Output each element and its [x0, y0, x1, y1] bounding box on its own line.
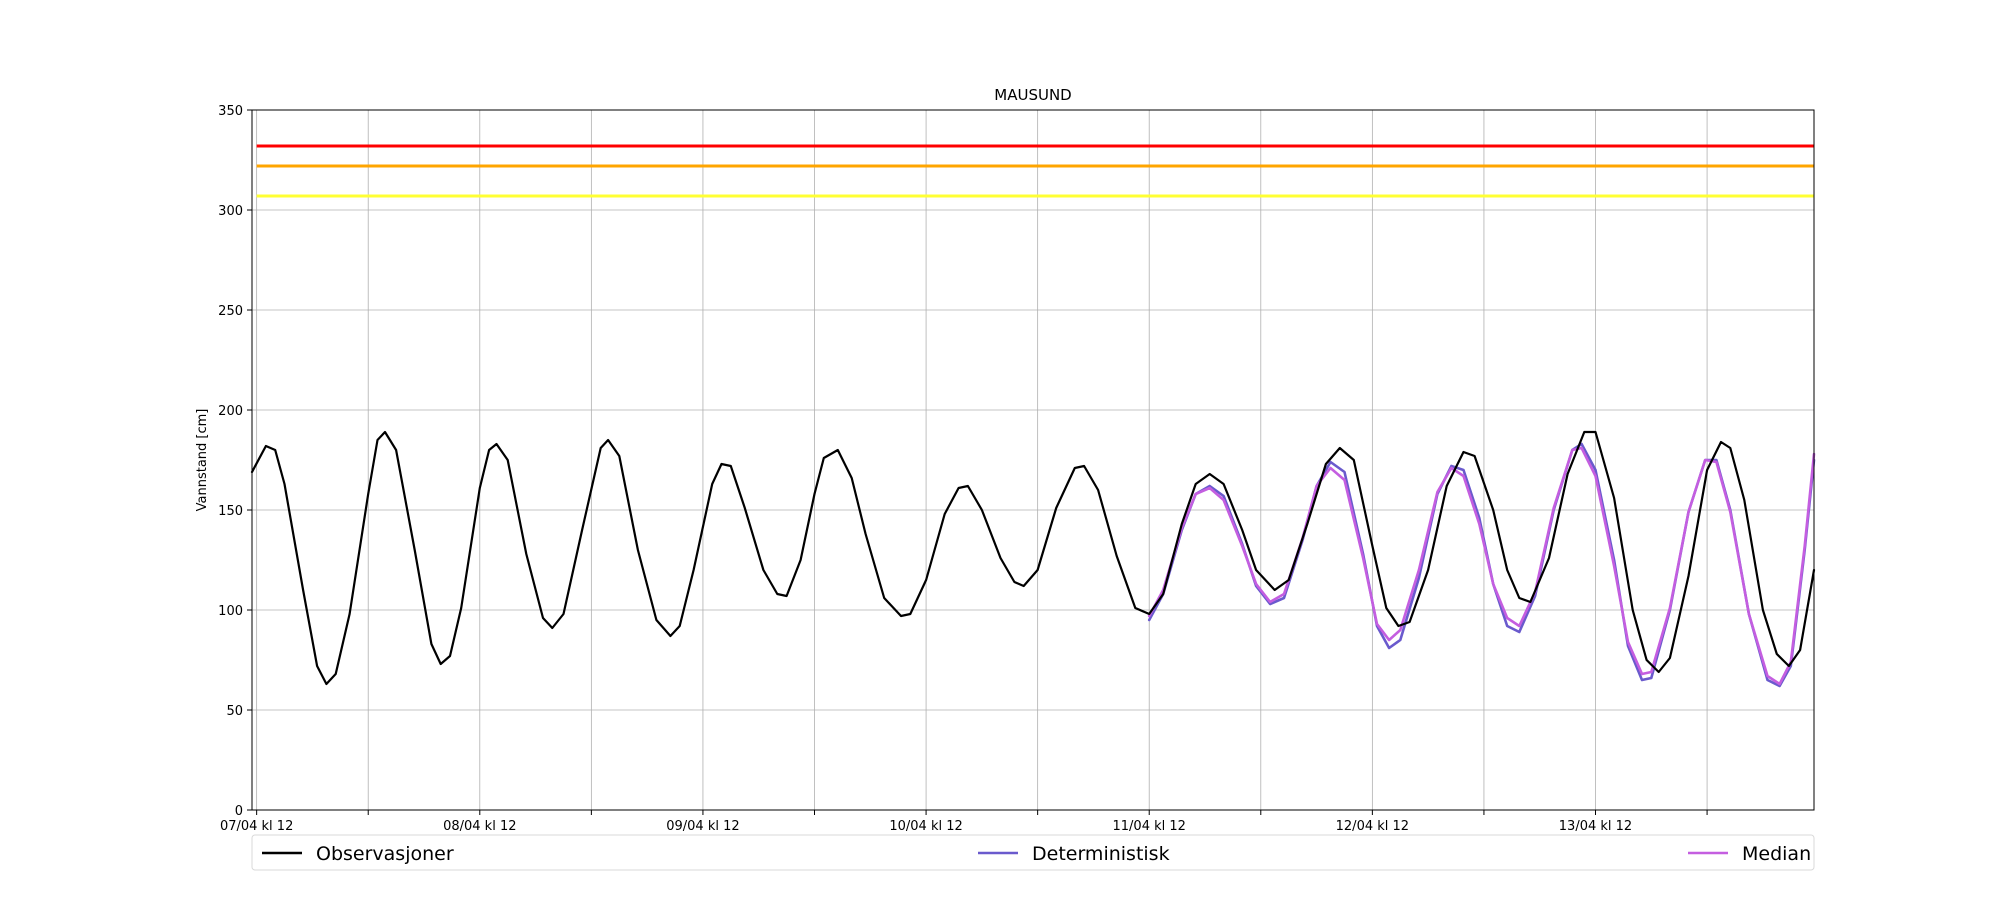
- plot-frame: [251, 109, 1815, 811]
- y-tick-label: 300: [218, 204, 243, 219]
- legend-label-observasjoner: Observasjoner: [316, 843, 454, 865]
- y-axis-label: Vannstand [cm]: [195, 409, 210, 512]
- y-tick-label: 150: [218, 504, 243, 519]
- x-tick-label: 13/04 kl 12: [1559, 819, 1632, 834]
- grid: [252, 109, 1814, 811]
- y-tick-label: 350: [218, 104, 243, 119]
- y-tick-label: 200: [218, 404, 243, 419]
- legend-box: [251, 834, 1815, 871]
- chart-title: MAUSUND: [994, 86, 1071, 104]
- series-line-median: [1147, 446, 1816, 686]
- threshold-lines: [256, 144, 1814, 198]
- legend-label-median: Median: [1742, 843, 1811, 865]
- series-line-observasjoner: [250, 430, 1816, 686]
- legend: Observasjoner Deterministisk Median: [251, 834, 1815, 871]
- x-tick-label: 10/04 kl 12: [889, 819, 962, 834]
- y-tick-label: 0: [235, 804, 243, 819]
- x-tick-label: 09/04 kl 12: [666, 819, 739, 834]
- x-tick-label: 07/04 kl 12: [220, 819, 293, 834]
- x-axis: 07/04 kl 12 08/04 kl 12 09/04 kl 12 10/04 k…: [220, 810, 1708, 834]
- legend-label-deterministisk: Deterministisk: [1032, 843, 1170, 865]
- y-tick-label: 100: [218, 604, 243, 619]
- y-tick-label: 50: [226, 704, 243, 719]
- y-axis: 0 50 100 150 200 250 300 350: [218, 104, 252, 819]
- x-tick-label: 11/04 kl 12: [1113, 819, 1186, 834]
- x-tick-label: 08/04 kl 12: [443, 819, 516, 834]
- y-tick-label: 250: [218, 304, 243, 319]
- series-lines: [250, 430, 1816, 688]
- x-tick-label: 12/04 kl 12: [1336, 819, 1409, 834]
